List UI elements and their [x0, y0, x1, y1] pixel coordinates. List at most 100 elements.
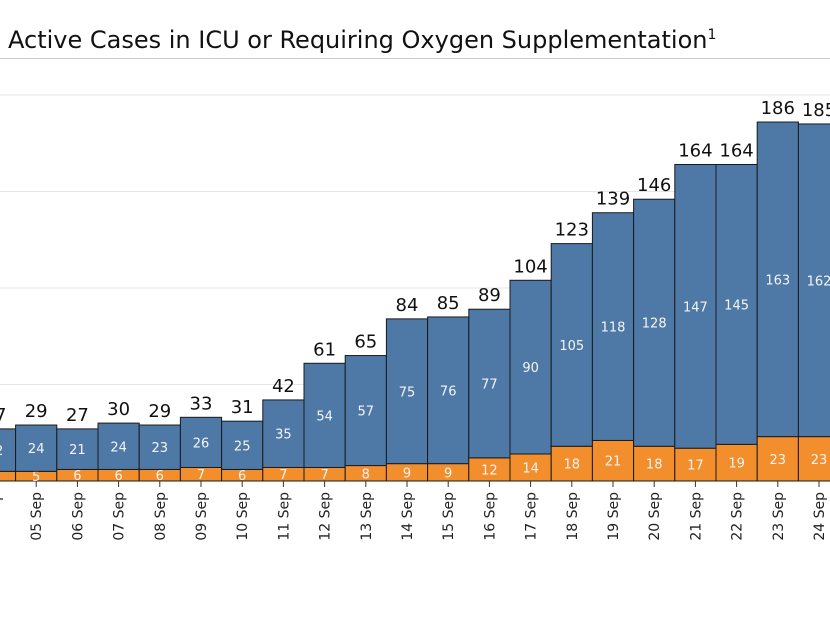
bar-segment-label: 7: [279, 468, 287, 483]
bar-segment-label: 17: [687, 459, 704, 474]
bar-total-label: 85: [437, 293, 460, 314]
bar-segment: [797, 436, 830, 482]
bar-segment-label: 57: [358, 405, 375, 420]
bar-total-label: 89: [478, 285, 501, 306]
bar-total-label: 61: [313, 339, 336, 360]
bar-total-label: 42: [272, 376, 295, 397]
bar-segment: [756, 436, 799, 482]
x-tick-label: 05 Sep: [29, 492, 45, 541]
bar-total-label: 30: [107, 399, 130, 420]
bar-segment-label: 23: [811, 453, 828, 468]
bar-segment: [303, 362, 346, 468]
x-tick-label: 16 Sep: [482, 492, 498, 541]
bar-total-label: 33: [190, 393, 213, 414]
bar-segment-label: 6: [114, 469, 122, 484]
bar-segment-label: 18: [564, 458, 581, 473]
bar-segment: [797, 123, 830, 438]
bar-segment: [385, 318, 429, 465]
bar-segment: [591, 439, 635, 482]
bar-total-label: 123: [555, 220, 589, 241]
bar-segment: [0, 470, 17, 482]
x-tick-label: 18 Sep: [565, 492, 581, 541]
bar-segment: [550, 445, 593, 482]
bar-segment: [756, 121, 799, 438]
x-tick-label: 17 Sep: [524, 492, 540, 541]
x-tick-label: 22 Sep: [730, 492, 746, 541]
x-tick-label: 09 Sep: [194, 492, 210, 541]
bar-segment: [633, 198, 676, 447]
bar-segment-label: 21: [605, 455, 622, 470]
bar-segment-label: 162: [807, 274, 830, 289]
bar-segment-label: 24: [28, 442, 45, 457]
bar-segment-label: 19: [728, 457, 745, 472]
bar-segment: [56, 428, 99, 470]
bar-total-label: 185: [802, 100, 830, 121]
bar-segment-label: 76: [440, 384, 457, 399]
bar-total-label: 27: [66, 405, 89, 426]
bar-segment-label: 8: [362, 467, 370, 482]
bar-total-label: 164: [719, 140, 753, 161]
chart-title: Active Cases in ICU or Requiring Oxygen …: [8, 26, 716, 54]
x-tick-label: 13 Sep: [359, 492, 375, 541]
bar-segment-label: 12: [481, 463, 498, 478]
bar-segment-label: 118: [601, 321, 626, 336]
bar-segment-label: 18: [646, 458, 663, 473]
bar-segment-label: 35: [275, 428, 292, 443]
bar-segment: [15, 424, 58, 472]
bar-segment: [221, 420, 264, 470]
bar-segment-label: 147: [683, 300, 708, 315]
bar-total-label: 29: [25, 401, 48, 422]
bar-segment-label: 9: [444, 466, 452, 481]
bar-segment: [138, 424, 181, 470]
bar-total-label: 65: [354, 332, 377, 353]
bar-segment-label: 77: [481, 378, 498, 393]
bar-total-label: 27: [0, 405, 6, 426]
bar-segment: [262, 399, 305, 468]
bar-segment: [179, 416, 223, 468]
bar-total-label: 31: [231, 397, 254, 418]
bar-segment: [427, 316, 470, 465]
x-tick-label: 12 Sep: [318, 492, 334, 541]
bar-segment-label: 6: [238, 469, 246, 484]
bar-segment-label: 105: [559, 339, 584, 354]
bar-segment: [97, 422, 140, 470]
bar-segment-label: 21: [69, 443, 86, 458]
x-tick-label: 06 Sep: [70, 492, 86, 541]
bar-total-label: 146: [637, 175, 671, 196]
bar-segment-label: 5: [32, 470, 40, 485]
bar-segment-label: 90: [522, 361, 539, 376]
bar-segment-label: 9: [403, 466, 411, 481]
bar-segment-label: 7: [320, 468, 328, 483]
x-tick-label: 15 Sep: [441, 492, 457, 541]
bar-segment-label: 6: [73, 469, 81, 484]
bar-segment-label: 54: [316, 409, 333, 424]
bar-segment-label: 128: [642, 317, 667, 332]
bar-segment: [715, 163, 758, 445]
bar-segment-label: 75: [399, 385, 416, 400]
bar-segment-label: 7: [197, 468, 205, 483]
x-tick-label: 19 Sep: [606, 492, 622, 541]
bar-segment: [674, 163, 717, 449]
x-tick-label: 23 Sep: [771, 492, 787, 541]
chart-title-text: Active Cases in ICU or Requiring Oxygen …: [8, 26, 708, 54]
bar-segment-label: 23: [152, 441, 169, 456]
x-tick-label: 20 Sep: [647, 492, 663, 541]
x-tick-label: 04 Sep: [0, 492, 4, 541]
x-tick-label: 21 Sep: [688, 492, 704, 541]
bar-segment-label: 22: [0, 444, 3, 459]
x-tick-label: 11 Sep: [276, 492, 292, 541]
bar-segment-label: 26: [193, 436, 210, 451]
bar-segment-label: 6: [156, 469, 164, 484]
x-tick-label: 10 Sep: [235, 492, 251, 541]
bar-segment-label: 145: [724, 298, 749, 313]
x-tick-label: 14 Sep: [400, 492, 416, 541]
bar-total-label: 186: [761, 98, 795, 119]
bar-segment-label: 163: [765, 273, 790, 288]
title-divider: [0, 58, 830, 59]
bar-segment: [550, 243, 593, 447]
x-tick-label: 07 Sep: [112, 492, 128, 541]
x-tick-label: 24 Sep: [812, 492, 828, 541]
bar-segment: [509, 279, 552, 455]
bar-segment: [591, 212, 635, 441]
